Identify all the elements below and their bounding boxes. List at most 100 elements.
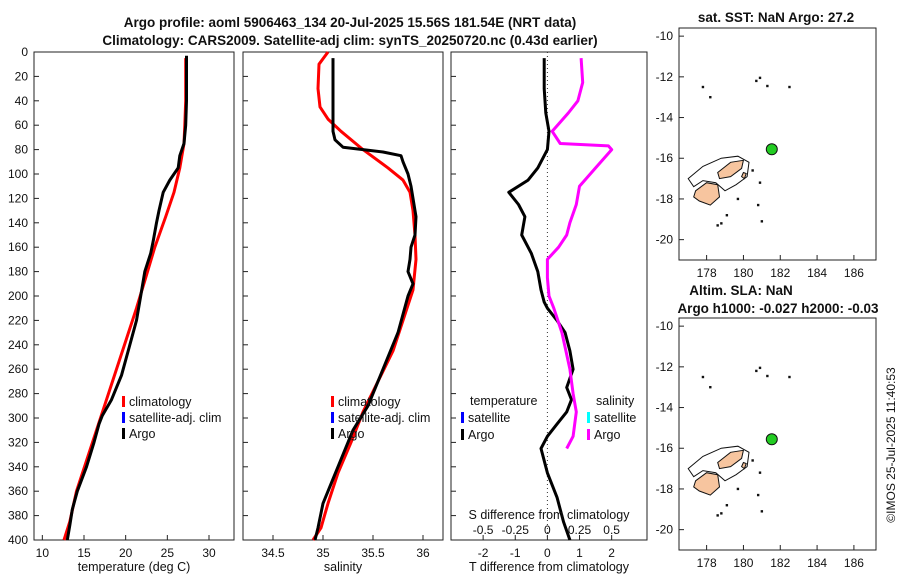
depth-ytick-label: 360 — [8, 484, 28, 498]
difference-legend-temperature-header: temperature — [470, 394, 537, 408]
sla-map-xtick-label: 182 — [770, 556, 790, 570]
sst-map-axes-frame — [678, 27, 877, 261]
depth-ytick-label: 240 — [8, 338, 28, 352]
sla-map-islet — [788, 375, 791, 379]
salinity-legend-satellite-swatch — [331, 412, 334, 423]
sla-map-ytick-label: -12 — [656, 360, 674, 374]
sla-map-axes-frame — [678, 317, 877, 551]
depth-ytick-label: 60 — [15, 118, 29, 132]
depth-ytick-label: 100 — [8, 167, 28, 181]
salinity-legend-climatology-label: climatology — [338, 395, 401, 409]
sst-map-reef-outline — [687, 155, 750, 192]
sst-map-ytick-label: -20 — [656, 233, 674, 247]
sla-map-land-viti-levu — [693, 472, 721, 496]
sst-map-islet — [751, 169, 754, 172]
sst-map-land-taveuni — [740, 171, 747, 180]
salinity-panel: 34.5 35 35.5 36 salinity climatology satellite… — [242, 51, 444, 574]
salinity-xtick-label: 36 — [416, 546, 430, 560]
difference-legend-t-satellite-label: satellite — [468, 411, 510, 425]
depth-ytick-label: 140 — [8, 216, 28, 230]
sla-map-islet — [725, 504, 729, 507]
sla-map-islet — [760, 510, 764, 513]
sst-map-islet — [720, 222, 723, 225]
difference-s-tick-label: -0.5 — [473, 523, 494, 537]
temperature-xtick-label: 10 — [36, 546, 50, 560]
temperature-Argo-line — [65, 55, 188, 541]
difference-legend-t-satellite-swatch — [461, 412, 464, 423]
sst-map-argo-float-marker — [765, 143, 778, 156]
depth-ytick-label: 380 — [8, 509, 28, 523]
salinity-xtick-label: 35.5 — [361, 546, 385, 560]
sla-map-xtick-label: 186 — [844, 556, 864, 570]
sst-map-islet — [701, 85, 705, 89]
difference-s-tick-label: 0.25 — [568, 523, 592, 537]
temperature-xtick-label: 30 — [202, 546, 216, 560]
sla-map-ytick-label: -20 — [656, 523, 674, 537]
temperature-panel: 10 15 20 25 30020406080100120140160180200220… — [8, 45, 235, 574]
sst-map-panel: 178 180 182 184 186 -10 -12 -14 -16 -18 -20 — [656, 27, 877, 280]
difference-s-tick-label: 0.5 — [603, 523, 620, 537]
difference-s-label: S difference from climatology — [469, 508, 631, 522]
salinity-legend-argo-label: Argo — [338, 427, 364, 441]
difference-s-tick-label: 0 — [544, 523, 551, 537]
sst-map-islet — [756, 203, 760, 207]
temperature-axes-frame — [33, 51, 235, 541]
salinity-xlabel: salinity — [324, 560, 363, 574]
temperature-legend-climatology-label: climatology — [129, 395, 192, 409]
difference-xtick-label: 1 — [576, 546, 583, 560]
sst-map-islet — [725, 214, 729, 217]
temperature-legend-climatology-swatch — [122, 396, 125, 407]
sla-map-ytick-label: -10 — [656, 319, 674, 333]
depth-ytick-label: 40 — [15, 94, 29, 108]
sst-map-title: sat. SST: NaN Argo: 27.2 — [698, 10, 854, 25]
depth-ytick-label: 260 — [8, 362, 28, 376]
difference-legend-s-argo-swatch — [587, 429, 590, 440]
figure-title-line1: Argo profile: aoml 5906463_134 20-Jul-20… — [124, 15, 576, 30]
sla-map-xtick-label: 184 — [807, 556, 827, 570]
sla-map-ytick-label: -18 — [656, 482, 674, 496]
depth-ytick-label: 80 — [15, 143, 29, 157]
depth-ytick-label: 160 — [8, 240, 28, 254]
temperature-climatology-line — [62, 58, 188, 541]
temperature-xlabel: temperature (deg C) — [78, 560, 191, 574]
salinity-Argo-line — [313, 58, 418, 541]
sla-map-title-line2: Argo h1000: -0.027 h2000: -0.03 — [677, 301, 879, 316]
depth-ytick-label: 20 — [15, 69, 29, 83]
sla-map-islet — [756, 493, 760, 497]
salinity-climatology-line — [311, 51, 418, 541]
sla-map-title-line1: Altim. SLA: NaN — [689, 283, 793, 298]
difference-legend-t-argo-label: Argo — [468, 428, 494, 442]
sla-map-panel: 178 180 182 184 186 -10 -12 -14 -16 -18 -20 — [656, 317, 877, 570]
sst-map-xtick-label: 184 — [807, 266, 827, 280]
sla-map-xtick-label: 180 — [733, 556, 753, 570]
temperature-legend-satellite-swatch — [122, 412, 125, 423]
temperature-legend-argo-swatch — [122, 428, 125, 439]
difference-xtick-label: -2 — [478, 546, 489, 560]
salinity-legend-satellite-label: satellite-adj. clim — [338, 411, 430, 425]
depth-ytick-label: 280 — [8, 387, 28, 401]
depth-ytick-label: 220 — [8, 313, 28, 327]
depth-ytick-label: 200 — [8, 289, 28, 303]
depth-ytick-label: 300 — [8, 411, 28, 425]
sla-map-land-taveuni — [740, 461, 747, 470]
sst-map-islet — [736, 197, 740, 201]
difference-panel: -2 -1 0 1 2T difference from climatology S di… — [450, 51, 648, 574]
difference-legend-s-satellite-swatch — [587, 412, 590, 423]
sst-map-ytick-label: -14 — [656, 111, 674, 125]
difference-legend-s-argo-label: Argo — [594, 428, 620, 442]
sla-map-islet — [720, 512, 723, 515]
sst-map-islet — [758, 76, 762, 80]
sst-map-ytick-label: -12 — [656, 70, 674, 84]
depth-ytick-label: 180 — [8, 265, 28, 279]
imos-watermark: ©IMOS 25-Jul-2025 11:40:53 — [884, 367, 898, 523]
difference-xtick-label: 0 — [544, 546, 551, 560]
difference-xtick-label: -1 — [510, 546, 521, 560]
sst-map-ytick-label: -18 — [656, 192, 674, 206]
sla-map-ytick-label: -14 — [656, 401, 674, 415]
difference-xlabel: T difference from climatology — [469, 560, 630, 574]
difference-s-tick-label: -0.25 — [502, 523, 530, 537]
sst-map-xtick-label: 180 — [733, 266, 753, 280]
difference-legend-s-satellite-label: satellite — [594, 411, 636, 425]
sst-map-land-viti-levu — [693, 182, 721, 206]
